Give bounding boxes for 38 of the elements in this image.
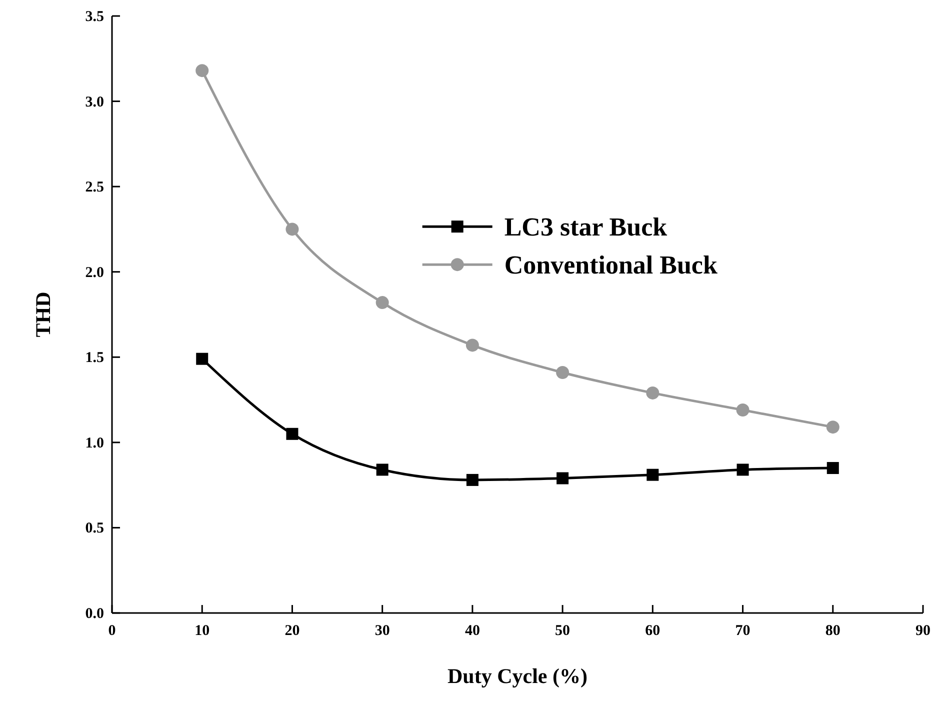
point <box>556 472 569 484</box>
x-tick-label: 0 <box>108 623 116 639</box>
point <box>376 464 388 476</box>
y-tick-label: 2.5 <box>85 180 104 196</box>
point <box>196 64 209 78</box>
legend-label: LC3 star Buck <box>504 212 668 242</box>
x-tick-label: 50 <box>555 623 570 639</box>
x-tick-label: 40 <box>464 623 480 639</box>
x-tick-label: 90 <box>916 623 930 639</box>
point <box>196 352 208 365</box>
point <box>826 462 839 474</box>
x-axis-title: Duty Cycle (%) <box>448 664 588 688</box>
x-tick-label: 30 <box>374 623 390 639</box>
y-tick-label: 0.5 <box>85 520 104 537</box>
point <box>466 474 478 486</box>
y-tick-label: 3.5 <box>85 9 104 25</box>
y-tick-label: 3.0 <box>85 94 104 110</box>
legend-label: Conventional Buck <box>504 250 718 280</box>
point <box>376 296 389 310</box>
x-tick-label: 80 <box>825 623 840 639</box>
y-tick-label: 0.0 <box>85 606 104 622</box>
point <box>286 428 298 440</box>
point <box>826 420 840 434</box>
y-tick-label: 1.0 <box>85 435 104 452</box>
y-axis-title: THD <box>31 292 55 338</box>
point <box>646 468 659 481</box>
point <box>646 386 660 400</box>
point <box>556 366 570 379</box>
x-tick-label: 20 <box>284 623 300 639</box>
point <box>736 404 750 417</box>
y-tick-label: 2.0 <box>85 264 104 281</box>
x-tick-label: 10 <box>194 623 210 639</box>
x-tick-label: 60 <box>645 623 660 639</box>
point <box>286 222 299 236</box>
x-tick-label: 70 <box>735 623 750 639</box>
y-tick-label: 1.5 <box>85 350 104 366</box>
point <box>466 338 479 352</box>
point <box>736 464 749 476</box>
